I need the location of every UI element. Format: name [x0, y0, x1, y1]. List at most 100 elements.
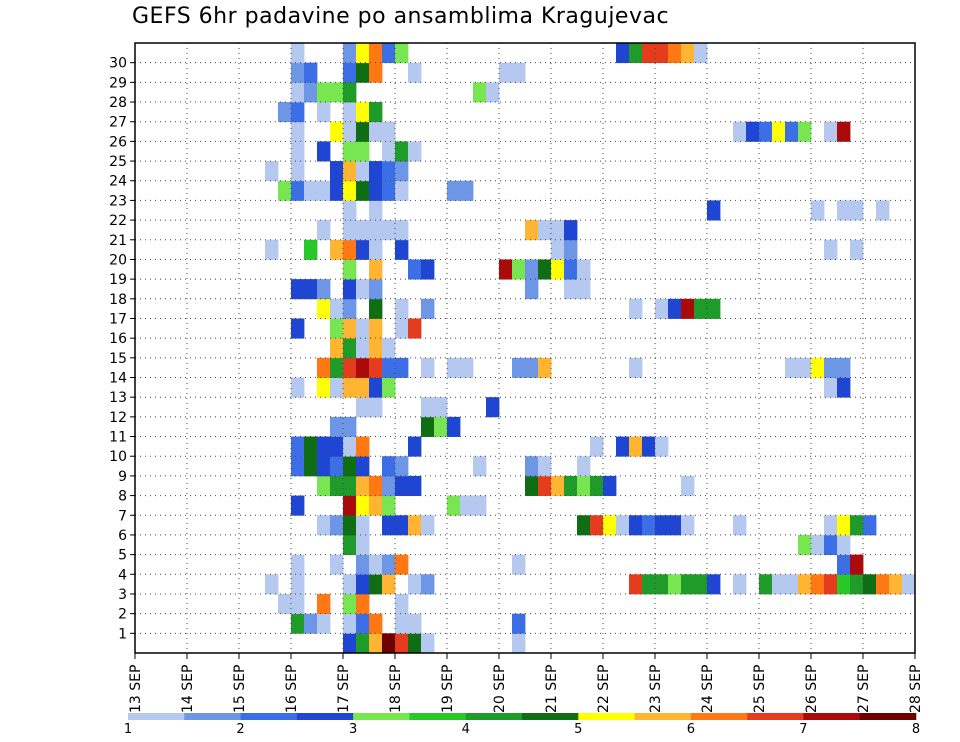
heatmap-cell [265, 239, 279, 260]
y-tick-label: 14 [109, 371, 127, 387]
heatmap-cell [395, 593, 409, 615]
heatmap-cell [382, 515, 396, 536]
heatmap-cell [304, 82, 318, 103]
heatmap-cell [369, 239, 383, 260]
heatmap-cell [538, 456, 552, 477]
heatmap-cell [369, 298, 383, 319]
heatmap-cell [824, 534, 838, 556]
y-axis: 1234567891011121314151617181920212223242… [109, 56, 135, 642]
colorbar-swatch [184, 713, 241, 720]
heatmap-cell [499, 259, 513, 280]
y-tick-label: 18 [109, 292, 127, 308]
heatmap-cell [837, 357, 851, 378]
heatmap-cell [304, 456, 318, 477]
heatmap-cell [343, 416, 357, 437]
heatmap-cell [525, 220, 539, 241]
heatmap-cell [343, 593, 357, 615]
heatmap-cell [655, 574, 669, 595]
heatmap-cell [330, 239, 344, 260]
heatmap-cell [304, 279, 318, 300]
heatmap-cell [564, 259, 578, 280]
y-tick-label: 8 [118, 489, 127, 505]
heatmap-cell [395, 239, 409, 260]
heatmap-cell [369, 180, 383, 201]
heatmap-cell [356, 436, 370, 457]
heatmap-cell [616, 43, 630, 64]
heatmap-cell [863, 574, 877, 595]
heatmap-cell [421, 574, 435, 595]
heatmap-cell [356, 318, 370, 339]
heatmap-cell [291, 436, 305, 457]
x-tick-label: 24 SEP [700, 665, 716, 713]
heatmap-cell [356, 121, 370, 142]
heatmap-cell [798, 574, 812, 595]
heatmap-cell [343, 279, 357, 300]
heatmap-cell [408, 515, 422, 536]
heatmap-cell [408, 141, 422, 162]
heatmap-cell [811, 200, 825, 221]
heatmap-cell [343, 377, 357, 398]
heatmap-cell [343, 475, 357, 496]
heatmap-cell [369, 102, 383, 123]
heatmap-cell [291, 121, 305, 142]
heatmap-cell [330, 515, 344, 536]
heatmap-cell [356, 377, 370, 398]
heatmap-cell [382, 43, 396, 64]
heatmap-cell [473, 456, 487, 477]
y-tick-label: 10 [109, 449, 127, 465]
heatmap-cell [577, 475, 591, 496]
heatmap-cell [395, 43, 409, 64]
heatmap-cell [824, 377, 838, 398]
heatmap-cell [369, 574, 383, 595]
heatmap-cell [330, 298, 344, 319]
heatmap-cell [382, 141, 396, 162]
heatmap-cell [356, 161, 370, 182]
heatmap-cell [395, 633, 409, 654]
y-tick-label: 21 [109, 233, 127, 249]
heatmap-cell [447, 495, 461, 516]
heatmap-cell [395, 298, 409, 319]
heatmap-cell [668, 574, 682, 595]
heatmap-cell [837, 574, 851, 595]
x-tick-label: 17 SEP [336, 665, 352, 713]
heatmap-cell [317, 475, 331, 496]
heatmap-cell [668, 43, 682, 64]
heatmap-cell [317, 279, 331, 300]
heatmap-cell [421, 298, 435, 319]
heatmap-cell [356, 239, 370, 260]
heatmap-cell [330, 475, 344, 496]
heatmap-cell [291, 82, 305, 103]
heatmap-cell [837, 377, 851, 398]
heatmap-cell [343, 338, 357, 359]
heatmap-cell [512, 357, 526, 378]
heatmap-cell [382, 475, 396, 496]
y-tick-label: 20 [109, 252, 127, 268]
heatmap-cell [369, 377, 383, 398]
heatmap-cell [785, 357, 799, 378]
heatmap-cell [317, 298, 331, 319]
heatmap-cell [343, 239, 357, 260]
colorbar-swatch [803, 713, 861, 720]
colorbar-legend: 1234567810121520 [124, 713, 920, 737]
heatmap-cell [343, 200, 357, 221]
heatmap-cell [512, 62, 526, 83]
heatmap-cell [343, 298, 357, 319]
heatmap-cell [395, 318, 409, 339]
heatmap-cell [330, 436, 344, 457]
heatmap-cell [330, 121, 344, 142]
heatmap-cell [863, 515, 877, 536]
heatmap-cell [317, 180, 331, 201]
heatmap-cell [681, 43, 695, 64]
x-tick-label: 27 SEP [856, 665, 872, 713]
heatmap-cell [356, 357, 370, 378]
heatmap-cell [408, 475, 422, 496]
heatmap-cell [369, 220, 383, 241]
heatmap-cell [421, 397, 435, 418]
heatmap-cell [798, 534, 812, 556]
heatmap-cell [408, 613, 422, 634]
colorbar-swatch [859, 713, 917, 720]
heatmap-cell [512, 613, 526, 634]
heatmap-cell [421, 633, 435, 654]
y-tick-label: 2 [118, 607, 127, 623]
heatmap-cell [616, 515, 630, 536]
